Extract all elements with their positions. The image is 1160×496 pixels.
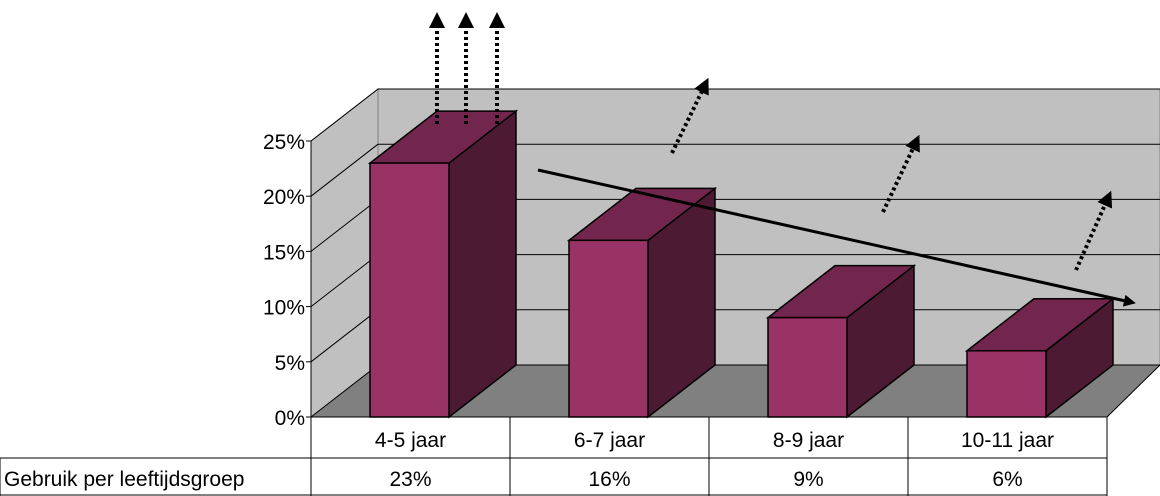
y-tick-label: 5% <box>275 352 305 375</box>
gridline-diagonal <box>310 143 379 197</box>
bar <box>767 316 848 418</box>
gridline-diagonal <box>310 199 379 252</box>
gridline-diagonal <box>310 254 379 307</box>
trend-arrow <box>537 168 1136 307</box>
dotted-arrow-diagonal <box>670 77 709 154</box>
value-label: 9% <box>793 468 823 491</box>
category-label: 4-5 jaar <box>375 429 446 452</box>
bars <box>367 109 1116 419</box>
gridline-diagonal <box>310 309 379 363</box>
value-label: 23% <box>389 468 431 491</box>
side-wall <box>310 87 379 419</box>
bar-side <box>448 109 517 419</box>
y-axis: 0% 5% 10% 15% 20% 25% <box>263 131 312 430</box>
y-tick-label: 10% <box>263 297 305 320</box>
bar <box>966 350 1047 418</box>
y-tick-label: 0% <box>275 407 305 430</box>
series-label: Gebruik per leeftijdsgroep <box>4 468 244 491</box>
dotted-arrow-diagonal <box>881 134 920 213</box>
bar-4 <box>964 297 1116 419</box>
category-label: 6-7 jaar <box>574 429 645 452</box>
bar-3 <box>765 264 917 419</box>
bar <box>369 162 450 418</box>
value-label: 6% <box>992 468 1022 491</box>
y-tick-label: 20% <box>263 186 305 209</box>
gridline-diagonal <box>310 88 379 142</box>
bar <box>568 239 649 418</box>
annotation-arrows <box>429 12 1136 307</box>
category-label: 10-11 jaar <box>961 429 1054 452</box>
y-tick-label: 25% <box>263 131 305 154</box>
data-table: 4-5 jaar 23% 6-7 jaar 16% 8-9 jaar 9% 10-11 ja… <box>0 417 1108 496</box>
value-label: 16% <box>588 468 630 491</box>
bar-2 <box>566 186 718 419</box>
y-tick-label: 15% <box>263 241 305 264</box>
category-label: 8-9 jaar <box>773 429 844 452</box>
bar-1 <box>367 109 519 419</box>
dotted-arrow-diagonal <box>1074 190 1113 271</box>
